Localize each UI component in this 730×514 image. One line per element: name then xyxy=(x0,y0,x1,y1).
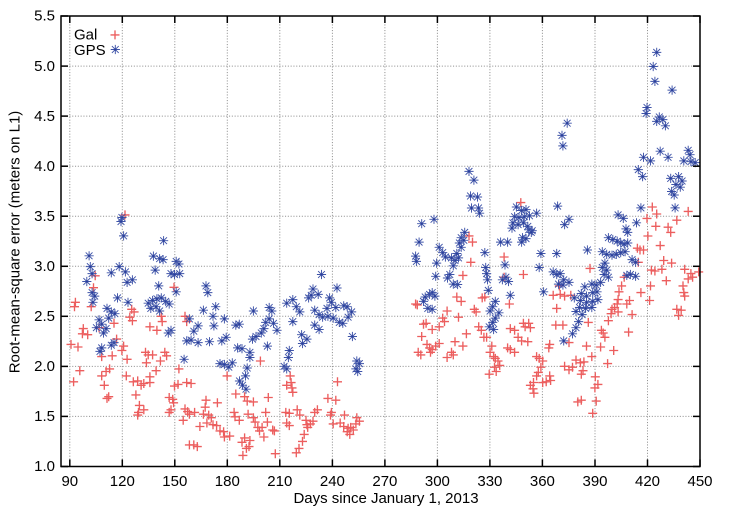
svg-text:390: 390 xyxy=(582,473,607,490)
svg-text:5.5: 5.5 xyxy=(34,8,55,25)
svg-text:240: 240 xyxy=(320,473,345,490)
svg-text:Root-mean-square error (meters: Root-mean-square error (meters on L1) xyxy=(7,111,24,374)
svg-text:Gal: Gal xyxy=(74,26,97,43)
svg-text:3.0: 3.0 xyxy=(34,258,55,275)
svg-text:360: 360 xyxy=(530,473,555,490)
svg-text:300: 300 xyxy=(425,473,450,490)
svg-text:420: 420 xyxy=(635,473,660,490)
svg-text:270: 270 xyxy=(372,473,397,490)
svg-text:2.5: 2.5 xyxy=(34,308,55,325)
svg-text:180: 180 xyxy=(215,473,240,490)
svg-text:1.0: 1.0 xyxy=(34,458,55,475)
svg-text:4.5: 4.5 xyxy=(34,108,55,125)
svg-text:210: 210 xyxy=(267,473,292,490)
svg-text:Days since January 1, 2013: Days since January 1, 2013 xyxy=(293,490,478,507)
svg-text:GPS: GPS xyxy=(74,42,106,59)
svg-text:3.5: 3.5 xyxy=(34,208,55,225)
svg-text:90: 90 xyxy=(61,473,78,490)
svg-text:2.0: 2.0 xyxy=(34,358,55,375)
svg-text:5.0: 5.0 xyxy=(34,58,55,75)
svg-text:120: 120 xyxy=(110,473,135,490)
svg-text:4.0: 4.0 xyxy=(34,158,55,175)
svg-text:330: 330 xyxy=(477,473,502,490)
svg-text:1.5: 1.5 xyxy=(34,408,55,425)
svg-text:150: 150 xyxy=(162,473,187,490)
svg-text:450: 450 xyxy=(687,473,712,490)
